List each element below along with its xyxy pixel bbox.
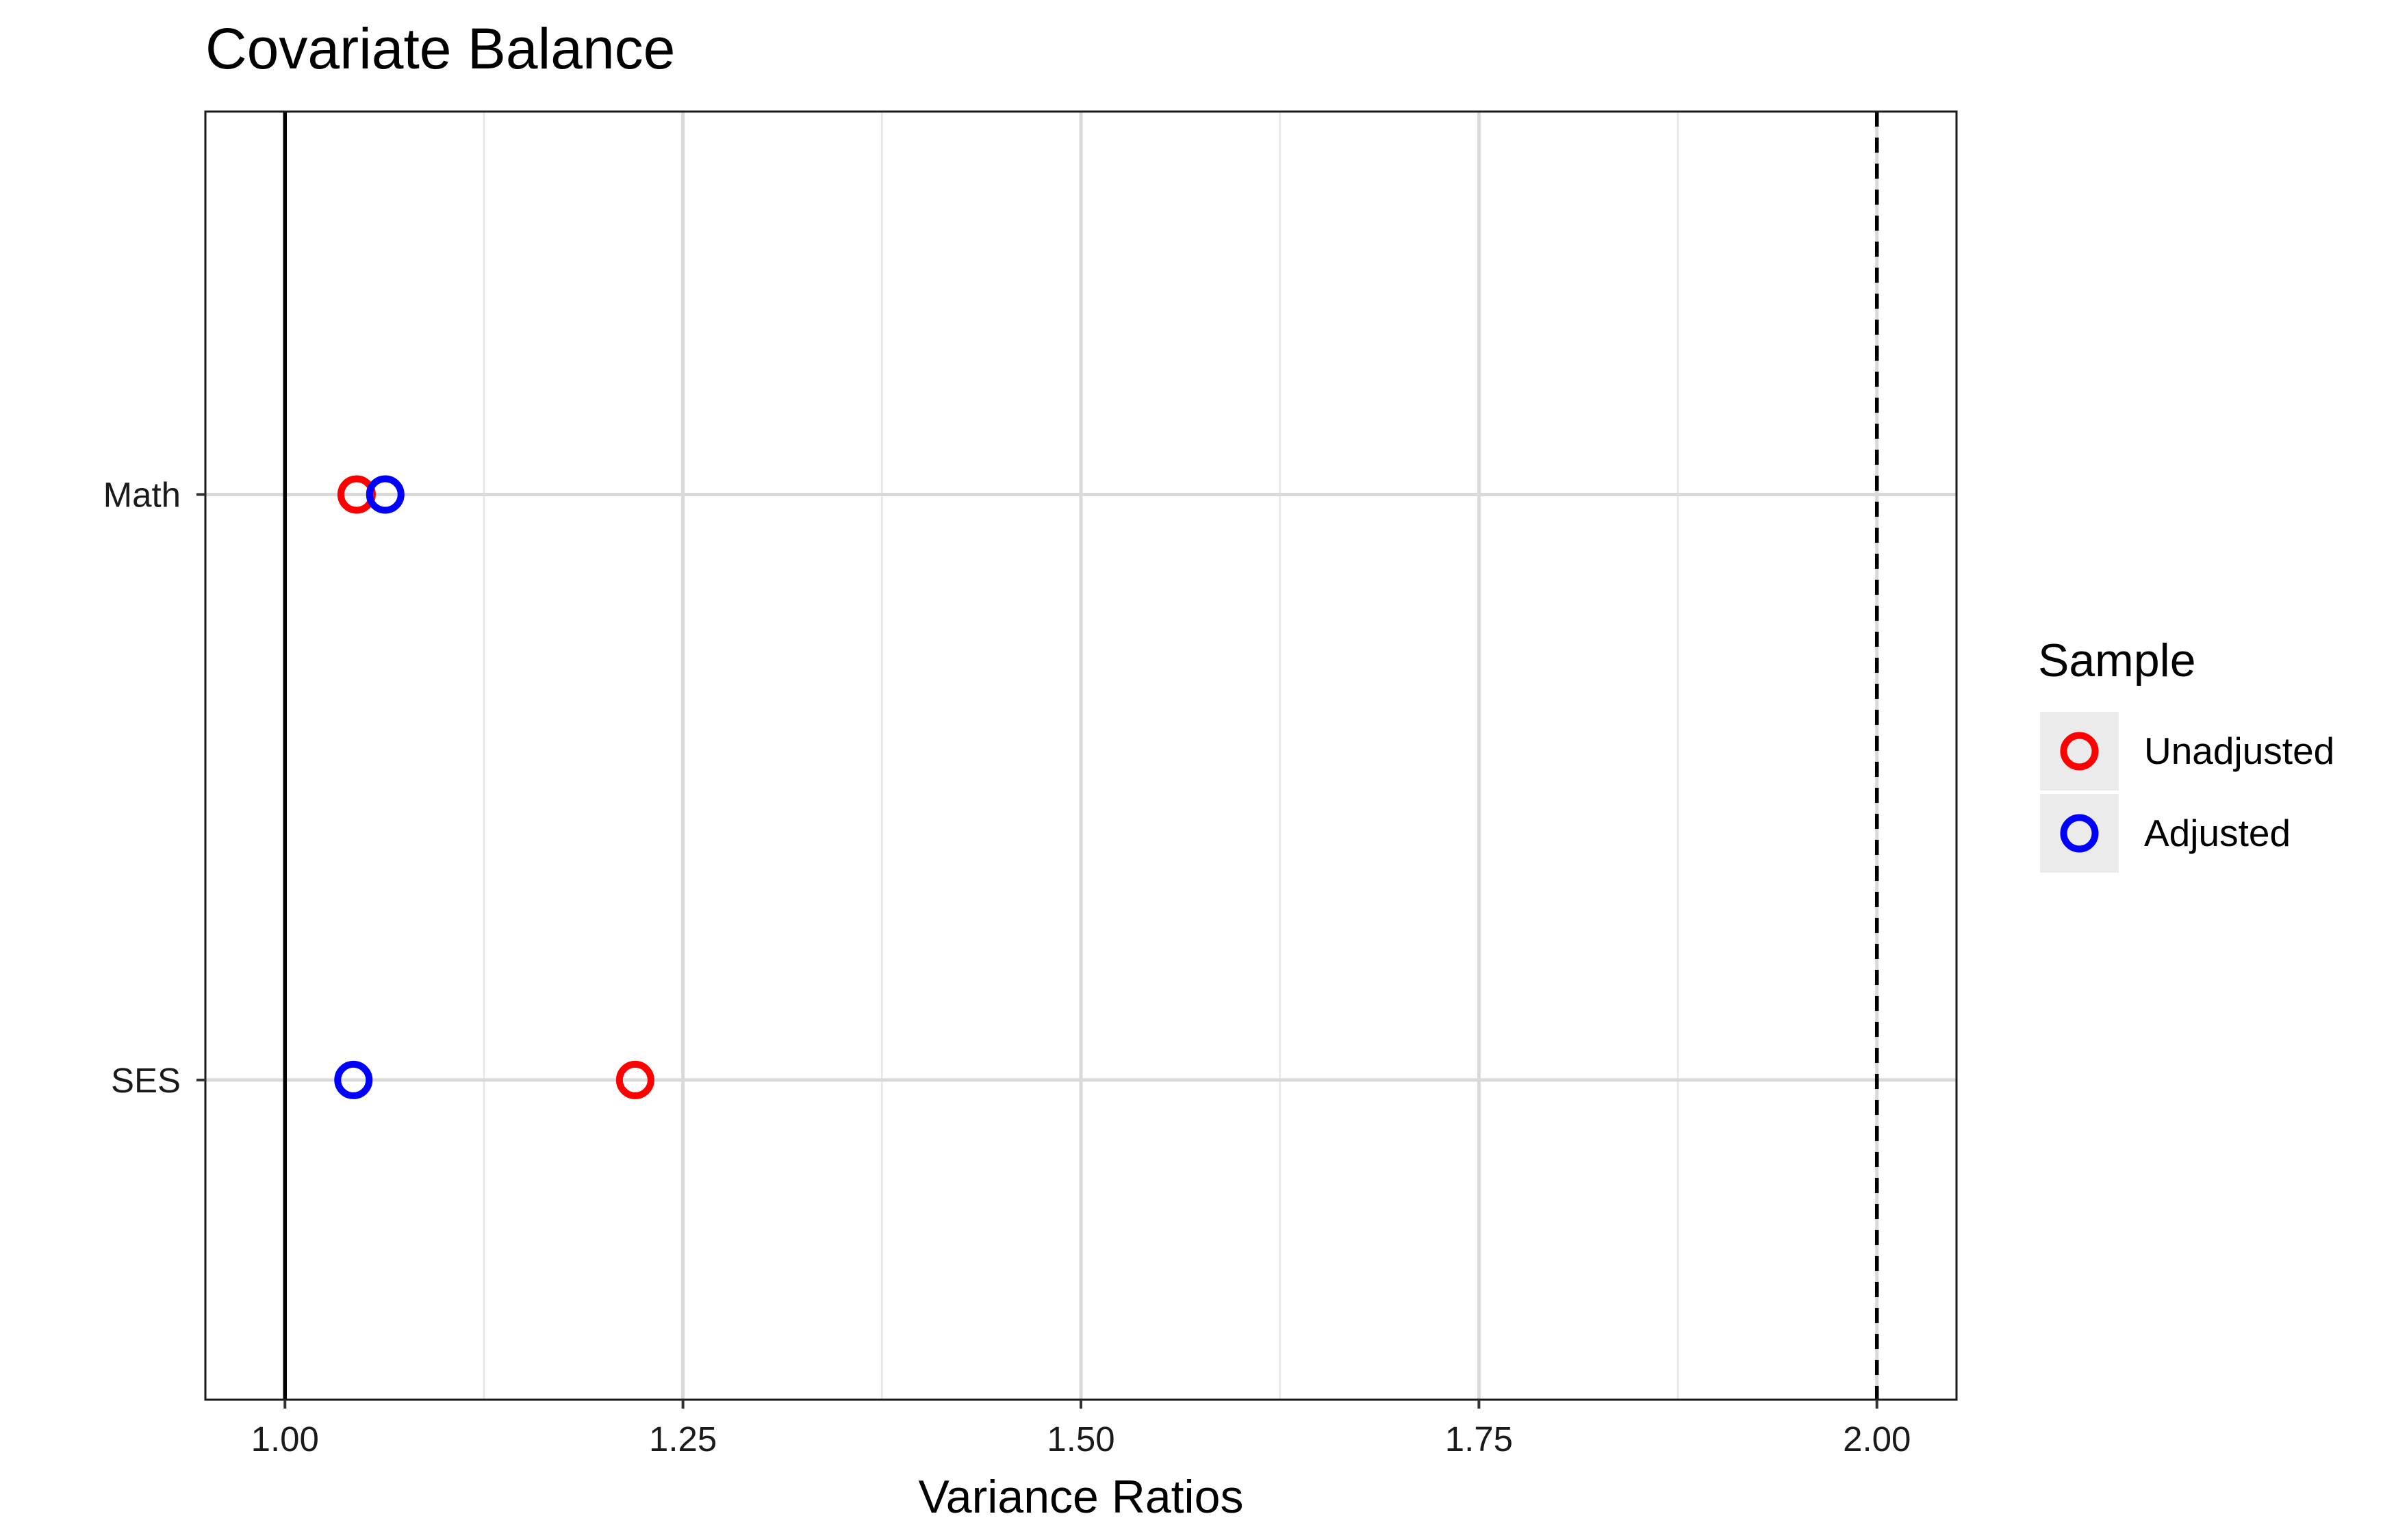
x-tick-label: 1.75 [1445, 1420, 1513, 1459]
legend: Sample Unadjusted Adjusted [2038, 634, 2334, 873]
point-unadjusted-ses [615, 1060, 654, 1099]
reference-lines [283, 112, 1879, 1400]
legend-key-background [2040, 712, 2119, 791]
legend-label-unadjusted: Unadjusted [2144, 730, 2334, 772]
legend-label-adjusted: Adjusted [2144, 812, 2291, 854]
data-points [334, 475, 654, 1099]
y-tick-label: SES [111, 1061, 181, 1100]
x-tick-label: 1.00 [251, 1420, 319, 1459]
point-adjusted-ses [334, 1060, 373, 1099]
legend-key-unadjusted [2060, 732, 2099, 771]
x-axis-title: Variance Ratios [919, 1471, 1244, 1523]
grid-layer [205, 112, 1957, 1400]
legend-items: Unadjusted Adjusted [2040, 712, 2334, 873]
legend-title: Sample [2038, 634, 2196, 686]
x-tick-label: 1.50 [1047, 1420, 1114, 1459]
point-adjusted-math [366, 475, 405, 514]
chart-title: Covariate Balance [205, 16, 675, 81]
y-tick-label: Math [103, 475, 181, 514]
axes: 1.00 1.25 1.50 1.75 2.00 Math SES [103, 475, 1911, 1459]
legend-key-adjusted [2060, 814, 2099, 853]
legend-key-background [2040, 794, 2119, 873]
x-tick-label: 2.00 [1843, 1420, 1911, 1459]
x-tick-label: 1.25 [649, 1420, 717, 1459]
